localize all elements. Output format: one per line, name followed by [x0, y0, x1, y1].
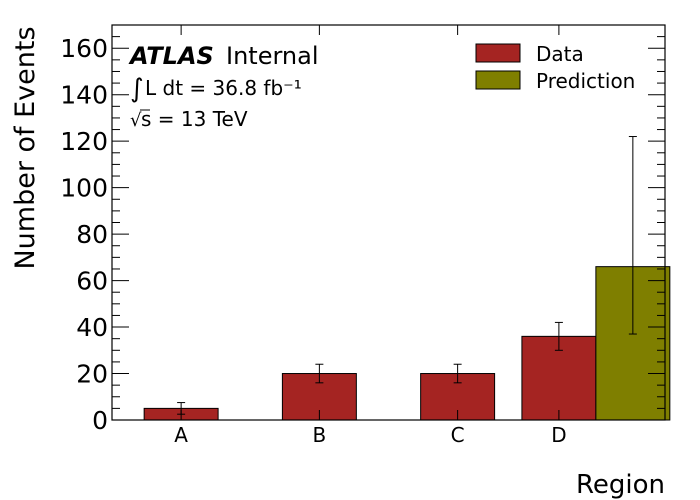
- error-bar-prediction-D: [628, 136, 637, 335]
- x-tick-label-C: C: [451, 423, 465, 447]
- y-tick-label-60: 60: [76, 267, 108, 296]
- y-tick-label-20: 20: [76, 360, 108, 389]
- y-tick-label-0: 0: [92, 406, 108, 435]
- y-tick-label-100: 100: [60, 174, 108, 203]
- integral-sign: ∫: [130, 74, 144, 104]
- x-axis-label: Region: [576, 470, 665, 500]
- legend-swatch-data: [475, 43, 521, 63]
- legend-label-data: Data: [536, 42, 584, 66]
- x-tick-label-A: A: [174, 423, 188, 447]
- y-axis-ticks: 0 20 40 60 80 100 120 140 160: [60, 24, 665, 435]
- legend-label-prediction: Prediction: [536, 69, 635, 93]
- error-bar-data-D: [554, 321, 563, 351]
- y-tick-label-120: 120: [60, 127, 108, 156]
- y-tick-label-160: 160: [60, 34, 108, 63]
- x-tick-label-D: D: [551, 423, 566, 447]
- y-tick-label-80: 80: [76, 220, 108, 249]
- energy-label: s = 13 TeV: [141, 107, 248, 131]
- y-axis-label: Number of Events: [10, 26, 41, 269]
- x-axis-ticks: A B C D: [174, 25, 567, 447]
- error-bars-layer: [177, 136, 637, 415]
- error-bar-data-C: [453, 363, 462, 384]
- x-tick-label-B: B: [313, 423, 327, 447]
- y-tick-label-140: 140: [60, 81, 108, 110]
- luminosity-label: L dt = 36.8 fb⁻¹: [145, 76, 302, 100]
- error-bar-data-B: [315, 363, 324, 384]
- bars-layer: [143, 266, 671, 421]
- sqrt-sign: √: [130, 110, 142, 131]
- atlas-label: ATLAS Internal ∫ L dt = 36.8 fb⁻¹ √ s = …: [128, 42, 319, 131]
- y-tick-label-40: 40: [76, 313, 108, 342]
- legend: Data Prediction: [475, 42, 635, 93]
- atlas-experiment-label: ATLAS: [128, 42, 214, 70]
- atlas-status-label: Internal: [226, 42, 319, 70]
- legend-swatch-prediction: [475, 70, 521, 90]
